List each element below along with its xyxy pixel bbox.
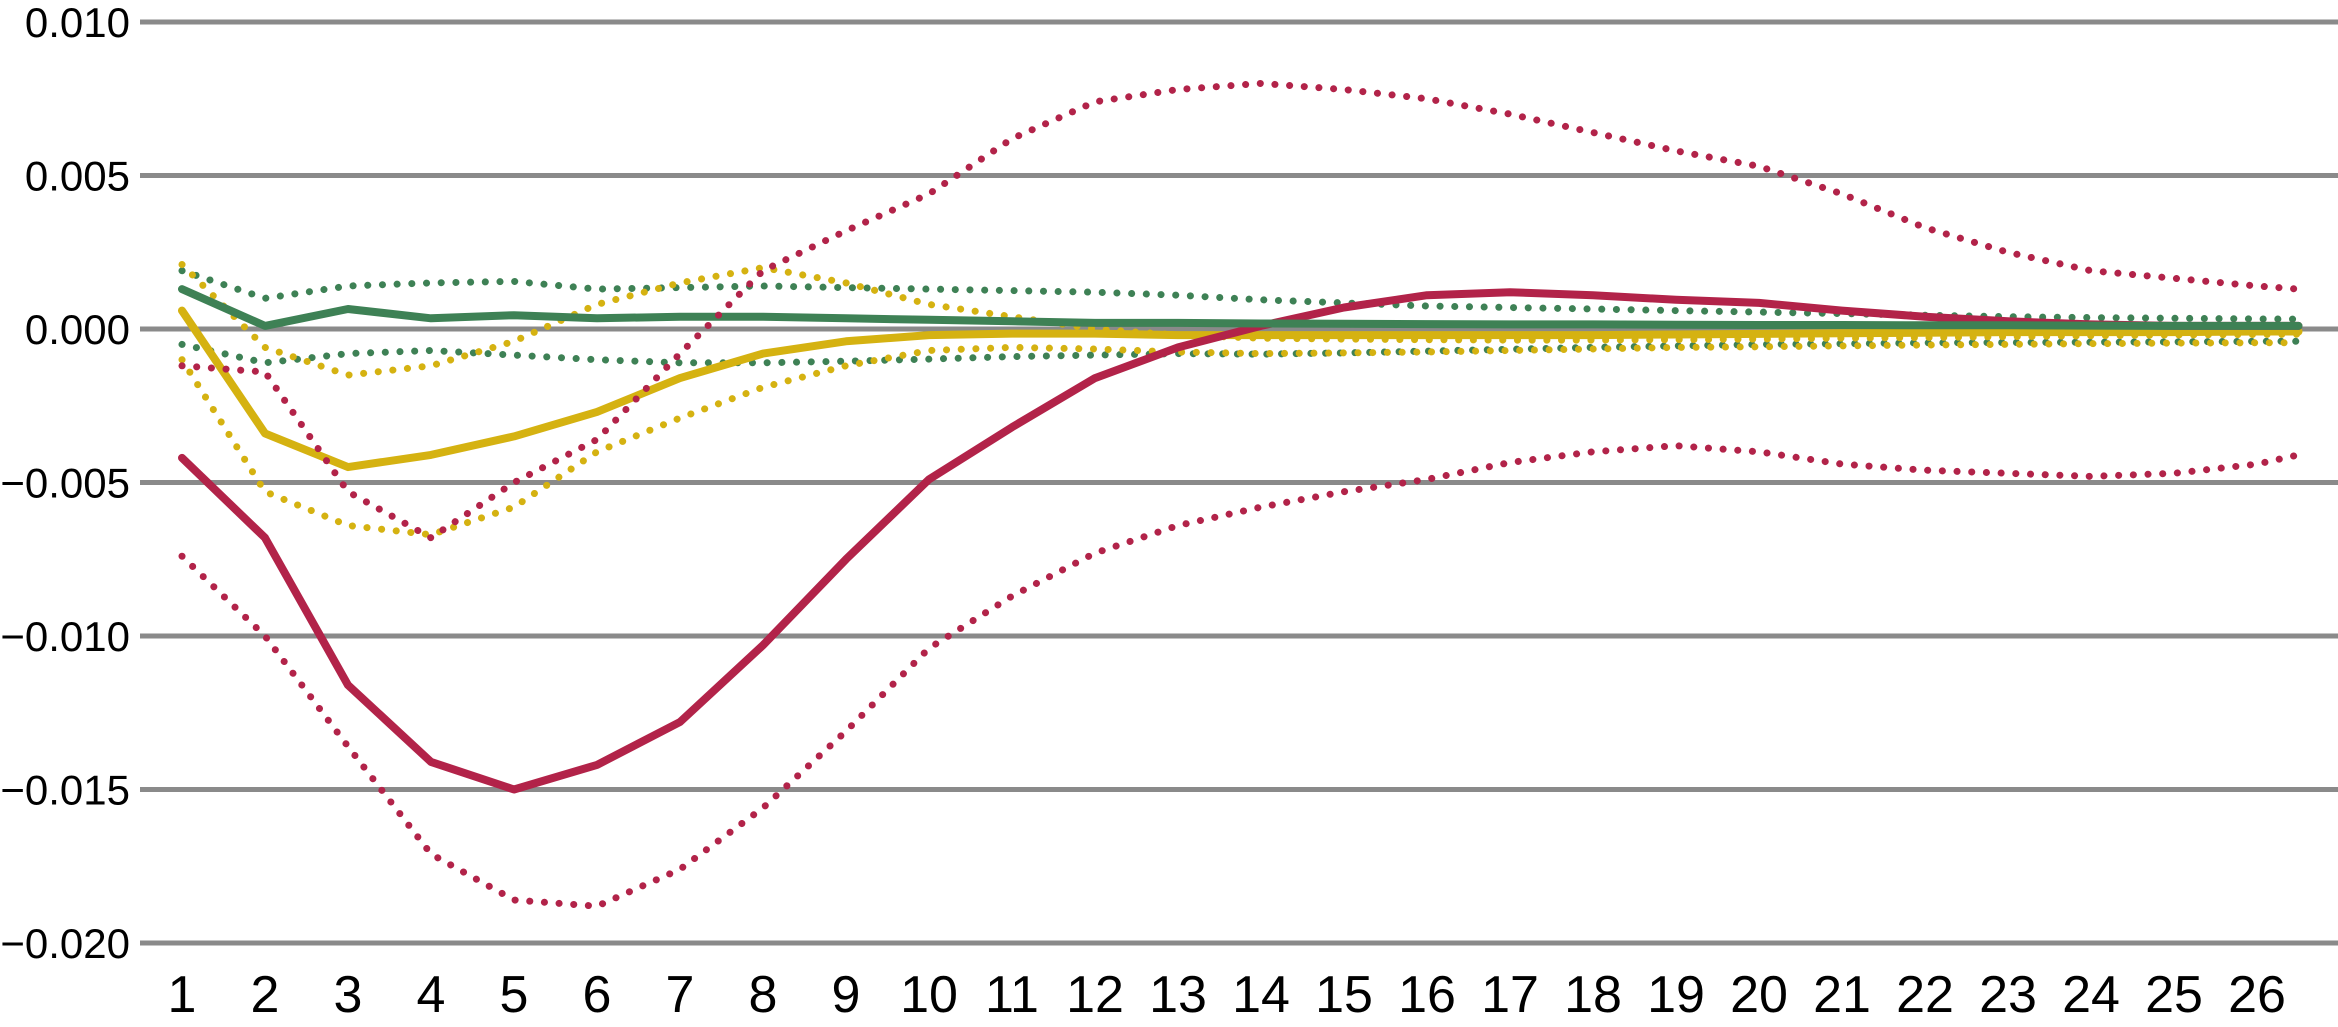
x-tick-label: 8 bbox=[749, 966, 778, 1024]
x-tick-label: 13 bbox=[1149, 966, 1207, 1024]
x-tick-label: 6 bbox=[583, 966, 612, 1024]
x-tick-label: 9 bbox=[832, 966, 861, 1024]
y-axis-tick-labels: 0.010 0.005 0.000 −0.005 −0.010 −0.015 −0.020 bbox=[0, 0, 130, 967]
y-tick-label: 0.005 bbox=[25, 153, 130, 200]
x-tick-label: 17 bbox=[1481, 966, 1539, 1024]
x-tick-label: 23 bbox=[1979, 966, 2037, 1024]
x-tick-label: 7 bbox=[666, 966, 695, 1024]
x-tick-label: 15 bbox=[1315, 966, 1373, 1024]
y-tick-label: −0.020 bbox=[0, 920, 130, 967]
x-tick-label: 2 bbox=[251, 966, 280, 1024]
y-tick-label: 0.000 bbox=[25, 306, 130, 353]
x-tick-label: 26 bbox=[2228, 966, 2286, 1024]
x-tick-label: 24 bbox=[2062, 966, 2120, 1024]
x-tick-label: 4 bbox=[417, 966, 446, 1024]
y-tick-label: 0.010 bbox=[25, 0, 130, 46]
y-tick-label: −0.005 bbox=[0, 460, 130, 507]
x-tick-label: 10 bbox=[900, 966, 958, 1024]
series-crimson-lower-band-line bbox=[178, 442, 2302, 910]
series-green-mean-line bbox=[178, 285, 2303, 330]
series-layer bbox=[178, 79, 2303, 910]
x-tick-label: 18 bbox=[1564, 966, 1622, 1024]
x-axis-tick-labels: 1 2 3 4 5 6 7 8 9 10 11 12 13 14 15 16 17 18 19 20 21 22 23 24 2… bbox=[168, 966, 2286, 1024]
x-tick-label: 25 bbox=[2145, 966, 2203, 1024]
x-tick-label: 20 bbox=[1730, 966, 1788, 1024]
x-tick-label: 1 bbox=[168, 966, 197, 1024]
series-crimson-mean-line bbox=[178, 288, 2303, 794]
x-tick-label: 14 bbox=[1232, 966, 1290, 1024]
x-tick-label: 5 bbox=[500, 966, 529, 1024]
gridlines-layer bbox=[140, 19, 2338, 946]
x-tick-label: 11 bbox=[985, 966, 1039, 1024]
series-crimson-upper-band-line bbox=[178, 79, 2302, 542]
y-tick-label: −0.010 bbox=[0, 613, 130, 660]
x-tick-label: 3 bbox=[334, 966, 363, 1024]
x-tick-label: 12 bbox=[1066, 966, 1124, 1024]
x-tick-label: 16 bbox=[1398, 966, 1456, 1024]
x-tick-label: 19 bbox=[1647, 966, 1705, 1024]
series-yellow-mean-line bbox=[178, 306, 2303, 472]
y-tick-label: −0.015 bbox=[0, 767, 130, 814]
x-tick-label: 22 bbox=[1896, 966, 1954, 1024]
x-tick-label: 21 bbox=[1813, 966, 1871, 1024]
